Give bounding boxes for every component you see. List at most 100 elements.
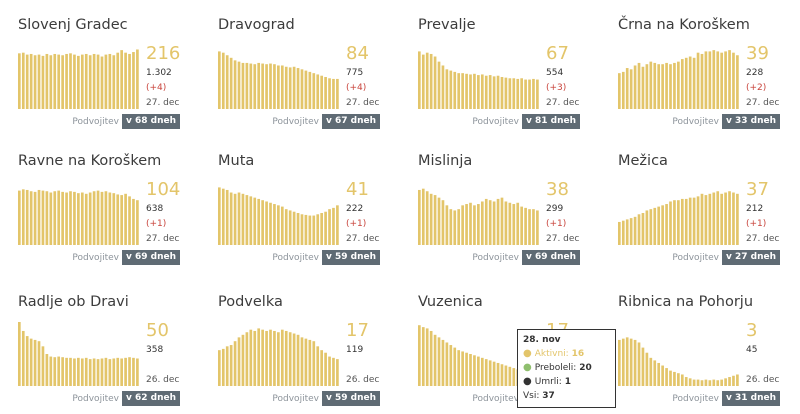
trend-bar[interactable] [88,192,92,245]
trend-chart[interactable] [18,45,140,109]
trend-bar[interactable] [112,55,116,109]
trend-bar[interactable] [629,218,633,245]
trend-bar[interactable] [304,70,308,109]
trend-bar[interactable] [25,54,29,109]
trend-bar[interactable] [33,55,37,109]
trend-bar[interactable] [245,195,249,245]
trend-bar[interactable] [104,357,108,386]
trend-bar[interactable] [269,63,272,109]
trend-bar[interactable] [88,55,92,109]
trend-bar[interactable] [728,50,731,109]
trend-bar[interactable] [661,64,664,109]
trend-bar[interactable] [308,215,312,245]
trend-bar[interactable] [500,364,504,386]
trend-bar[interactable] [673,200,676,245]
trend-bar[interactable] [116,194,120,245]
trend-bar[interactable] [720,193,723,245]
trend-bar[interactable] [225,55,229,109]
trend-bar[interactable] [508,366,512,386]
trend-bar[interactable] [418,51,421,109]
trend-bar[interactable] [520,206,523,245]
trend-chart[interactable] [218,45,340,109]
trend-bar[interactable] [245,62,249,109]
trend-bar[interactable] [516,202,520,245]
trend-bar[interactable] [304,214,308,245]
trend-bar[interactable] [429,193,433,245]
trend-bar[interactable] [253,330,257,386]
trend-bar[interactable] [312,215,316,245]
trend-bar[interactable] [128,53,131,109]
trend-bar[interactable] [108,192,112,245]
trend-bar[interactable] [296,68,300,109]
trend-bar[interactable] [320,213,323,245]
trend-bar[interactable] [457,73,461,109]
trend-bar[interactable] [124,193,127,245]
trend-bar[interactable] [425,52,429,109]
trend-bar[interactable] [665,368,668,386]
trend-bar[interactable] [277,332,280,386]
trend-bar[interactable] [132,357,135,386]
trend-bar[interactable] [37,54,41,109]
trend-bar[interactable] [469,202,472,245]
trend-bar[interactable] [708,380,712,386]
trend-bar[interactable] [218,51,221,109]
trend-bar[interactable] [233,193,237,245]
trend-bar[interactable] [45,354,49,386]
trend-bar[interactable] [457,350,461,386]
trend-bar[interactable] [653,360,657,386]
trend-bar[interactable] [116,52,120,109]
trend-bar[interactable] [445,205,449,245]
trend-bar[interactable] [504,201,508,245]
trend-bar[interactable] [528,79,531,109]
trend-bar[interactable] [492,361,496,386]
trend-bar[interactable] [457,209,461,245]
trend-bar[interactable] [280,329,284,386]
trend-bar[interactable] [504,365,508,386]
trend-bar[interactable] [736,374,739,386]
trend-bar[interactable] [18,322,21,386]
trend-bar[interactable] [461,73,464,109]
trend-bar[interactable] [500,197,504,245]
trend-bar[interactable] [645,64,649,109]
trend-bar[interactable] [492,76,496,109]
trend-bar[interactable] [618,221,621,245]
trend-bar[interactable] [524,207,527,245]
trend-bar[interactable] [477,356,480,386]
trend-bar[interactable] [441,339,445,386]
trend-bar[interactable] [261,63,264,109]
trend-chart[interactable] [218,322,340,386]
trend-bar[interactable] [132,52,135,109]
trend-bar[interactable] [253,197,257,245]
trend-bar[interactable] [300,214,304,245]
trend-bar[interactable] [292,333,296,386]
trend-bar[interactable] [273,64,276,109]
trend-bar[interactable] [421,188,425,245]
trend-bar[interactable] [637,62,641,109]
trend-bar[interactable] [29,191,33,245]
trend-bar[interactable] [112,358,116,386]
trend-bar[interactable] [84,193,88,245]
trend-bar[interactable] [96,190,100,245]
trend-bar[interactable] [641,213,645,245]
trend-bar[interactable] [277,65,280,109]
trend-bar[interactable] [653,62,657,109]
trend-bar[interactable] [77,55,80,109]
trend-bar[interactable] [324,77,327,109]
trend-bar[interactable] [480,74,484,109]
trend-bar[interactable] [296,213,300,245]
trend-bar[interactable] [712,379,716,386]
trend-bar[interactable] [716,51,720,109]
trend-bar[interactable] [488,360,492,386]
trend-bar[interactable] [324,352,327,386]
trend-bar[interactable] [92,191,96,245]
trend-bar[interactable] [508,78,512,109]
trend-bar[interactable] [700,380,704,386]
trend-bar[interactable] [328,78,331,109]
trend-bar[interactable] [461,205,464,245]
trend-bar[interactable] [728,377,731,386]
trend-bar[interactable] [124,357,127,386]
trend-bar[interactable] [61,357,64,386]
trend-bar[interactable] [257,62,261,109]
trend-bar[interactable] [449,345,453,386]
trend-bar[interactable] [128,196,131,245]
